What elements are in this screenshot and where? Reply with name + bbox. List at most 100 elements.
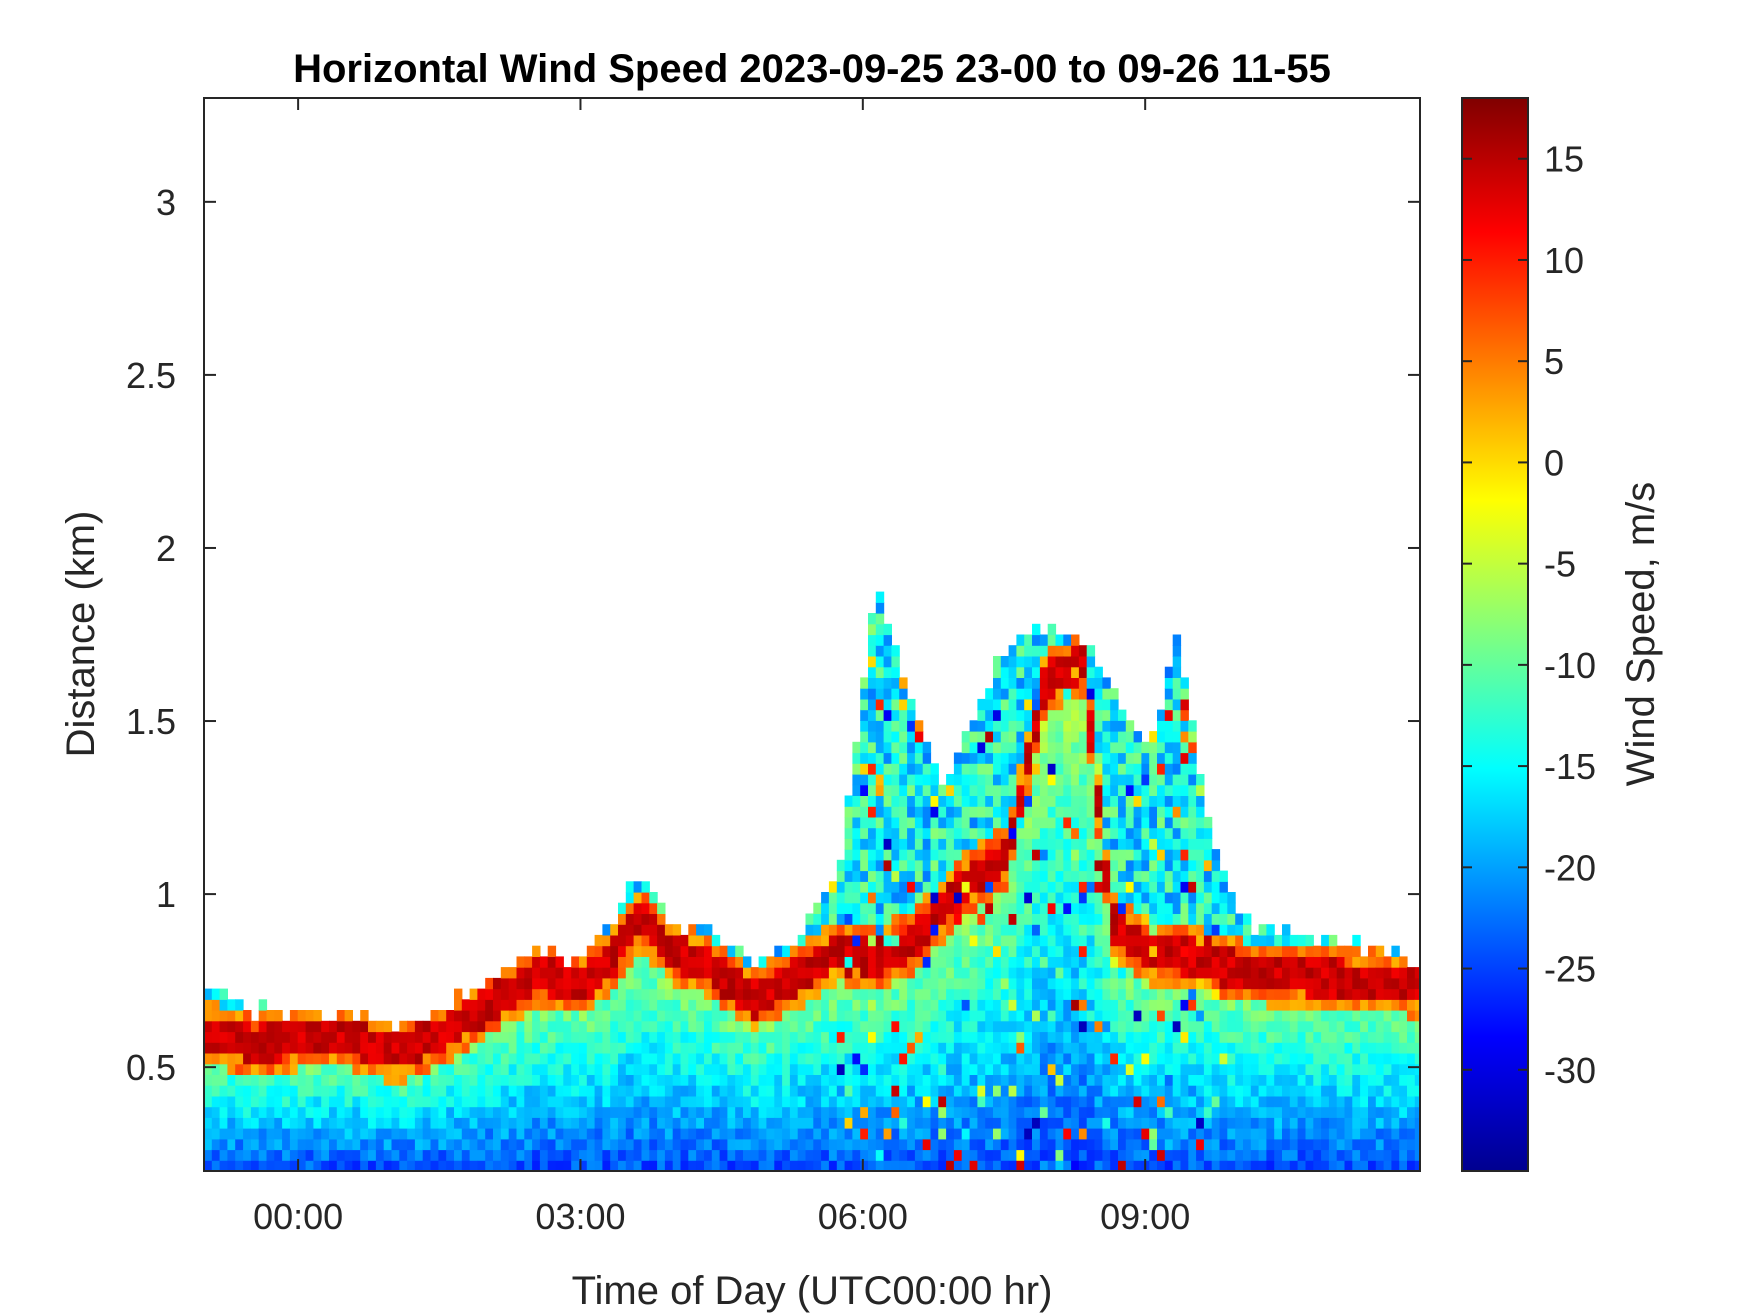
- heatmap-cell: [1164, 1117, 1174, 1129]
- heatmap-cell: [625, 1074, 635, 1086]
- heatmap-cell: [914, 1117, 924, 1129]
- heatmap-cell: [860, 977, 869, 990]
- heatmap-cell: [1383, 1085, 1392, 1097]
- heatmap-cell: [1328, 1063, 1338, 1075]
- heatmap-cell: [1094, 870, 1103, 882]
- heatmap-cell: [1008, 1031, 1017, 1043]
- heatmap-cell: [672, 1053, 682, 1065]
- heatmap-cell: [883, 784, 892, 796]
- heatmap-cell: [383, 1020, 393, 1033]
- heatmap-cell: [532, 1010, 541, 1022]
- heatmap-cell: [1008, 988, 1017, 1000]
- heatmap-cell: [914, 1074, 924, 1086]
- heatmap-cell: [946, 1063, 955, 1075]
- heatmap-cell: [938, 999, 947, 1011]
- heatmap-cell: [657, 956, 666, 968]
- heatmap-cell: [438, 1085, 447, 1097]
- heatmap-cell: [1071, 774, 1080, 786]
- heatmap-cell: [743, 1063, 752, 1075]
- heatmap-cell: [477, 1031, 486, 1043]
- heatmap-cell: [547, 1042, 557, 1054]
- heatmap-cell: [1039, 956, 1049, 968]
- heatmap-cell: [1164, 774, 1174, 786]
- heatmap-cell: [516, 988, 525, 1000]
- heatmap-cell: [1157, 731, 1166, 743]
- heatmap-cell: [1032, 763, 1041, 775]
- heatmap-cell: [1172, 741, 1182, 754]
- heatmap-cell: [1336, 1149, 1346, 1161]
- heatmap-cell: [1352, 988, 1361, 1000]
- heatmap-cell: [219, 1106, 228, 1118]
- heatmap-cell: [1289, 967, 1299, 979]
- heatmap-cell: [1032, 741, 1041, 754]
- heatmap-cell: [243, 1095, 252, 1108]
- heatmap-cell: [1039, 666, 1049, 678]
- heatmap-cell: [1078, 945, 1088, 957]
- heatmap-cell: [743, 1117, 752, 1129]
- heatmap-cell: [1149, 1106, 1158, 1118]
- heatmap-cell: [922, 1106, 932, 1118]
- heatmap-cell: [274, 1010, 283, 1022]
- heatmap-cell: [946, 1149, 955, 1161]
- heatmap-cell: [1227, 902, 1236, 914]
- heatmap-cell: [438, 1149, 447, 1161]
- heatmap-cell: [1047, 902, 1057, 914]
- heatmap-cell: [821, 1042, 830, 1054]
- heatmap-cell: [719, 1149, 728, 1161]
- heatmap-cell: [789, 1053, 799, 1065]
- heatmap-cell: [329, 1149, 338, 1161]
- heatmap-cell: [477, 1160, 486, 1171]
- heatmap-cell: [516, 1063, 525, 1075]
- heatmap-cell: [1071, 1063, 1080, 1075]
- heatmap-cell: [1321, 1031, 1330, 1043]
- heatmap-cell: [1008, 752, 1017, 764]
- heatmap-cell: [477, 1063, 486, 1075]
- heatmap-cell: [852, 806, 861, 818]
- heatmap-cell: [313, 1138, 322, 1151]
- heatmap-cell: [1243, 934, 1252, 947]
- heatmap-cell: [641, 1010, 650, 1022]
- heatmap-cell: [485, 988, 494, 1000]
- heatmap-cell: [532, 1053, 541, 1065]
- heatmap-cell: [1266, 1031, 1275, 1043]
- heatmap-cell: [1071, 999, 1080, 1011]
- heatmap-cell: [993, 806, 1002, 818]
- heatmap-cell: [1391, 999, 1400, 1011]
- heatmap-cell: [336, 1160, 346, 1171]
- heatmap-cell: [485, 1010, 494, 1022]
- heatmap-cell: [586, 1160, 596, 1171]
- heatmap-cell: [977, 859, 986, 872]
- heatmap-cell: [1063, 827, 1072, 839]
- heatmap-cell: [758, 1128, 767, 1140]
- heatmap-cell: [860, 849, 869, 861]
- heatmap-cell: [344, 1128, 353, 1140]
- heatmap-cell: [891, 666, 900, 678]
- heatmap-cell: [1227, 1117, 1236, 1129]
- heatmap-cell: [516, 1138, 525, 1151]
- heatmap-cell: [938, 1149, 947, 1161]
- heatmap-cell: [1157, 924, 1166, 936]
- heatmap-cell: [914, 934, 924, 947]
- heatmap-cell: [368, 1042, 377, 1054]
- heatmap-cell: [875, 816, 885, 829]
- heatmap-cell: [657, 967, 666, 979]
- heatmap-cell: [602, 1095, 611, 1108]
- heatmap-cell: [1039, 752, 1049, 764]
- heatmap-cell: [664, 967, 674, 979]
- heatmap-cell: [914, 752, 924, 764]
- heatmap-cell: [1118, 1042, 1127, 1054]
- heatmap-cell: [227, 1074, 236, 1086]
- heatmap-cell: [399, 1149, 408, 1161]
- heatmap-cell: [868, 795, 877, 807]
- heatmap-cell: [743, 967, 752, 979]
- heatmap-cell: [1289, 1138, 1299, 1151]
- heatmap-cell: [860, 999, 869, 1011]
- heatmap-cell: [1235, 977, 1244, 990]
- heatmap-cell: [828, 1149, 838, 1161]
- heatmap-cell: [1055, 1085, 1064, 1097]
- heatmap-cell: [704, 1031, 713, 1043]
- heatmap-cell: [250, 1042, 260, 1054]
- heatmap-cell: [680, 1020, 689, 1033]
- heatmap-cell: [1149, 967, 1158, 979]
- heatmap-cell: [1196, 1031, 1205, 1043]
